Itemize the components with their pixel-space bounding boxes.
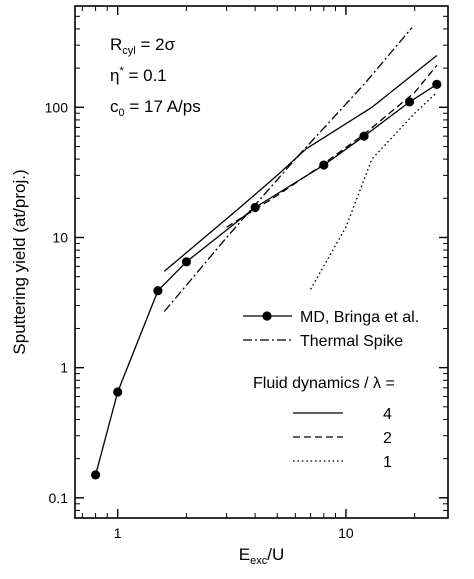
y-tick-label: 0.1	[49, 490, 69, 506]
data-point	[404, 97, 415, 107]
series-line-dashed	[226, 64, 438, 228]
series-line-dashdot	[163, 27, 413, 312]
series-line-dotted	[310, 92, 438, 290]
parameter-annotations: Rcyl = 2σ η* = 0.1 c0 = 17 A/ps	[110, 35, 201, 119]
data-point	[181, 257, 192, 267]
y-tick-label: 1	[60, 360, 68, 376]
annotation-line: c0 = 17 A/ps	[110, 97, 201, 119]
axes	[74, 5, 449, 519]
legend-label-thermal-spike: Thermal Spike	[300, 333, 403, 350]
legend: MD, Bringa et al. Thermal Spike Fluid dyna…	[243, 309, 419, 471]
axis-ticks: 0.1 1 10 100 1 10	[45, 5, 448, 541]
legend-label-lambda-2: 2	[383, 430, 392, 447]
series-line-solid	[163, 54, 438, 272]
legend-title: Fluid dynamics / λ =	[253, 375, 395, 392]
data-point	[113, 387, 123, 397]
legend-marker-md	[262, 311, 272, 321]
plot-frame	[74, 5, 449, 519]
data-point	[432, 79, 442, 89]
data-point	[90, 470, 101, 480]
legend-label-lambda-4: 4	[383, 406, 392, 423]
data-point	[359, 131, 369, 141]
y-tick-label: 10	[52, 229, 68, 245]
data-point	[153, 286, 163, 296]
legend-label-lambda-1: 1	[383, 454, 392, 471]
annotation-line: η* = 0.1	[110, 65, 167, 85]
plot-series	[90, 27, 442, 480]
x-tick-label: 1	[114, 525, 122, 541]
x-axis-label: Eexc/U	[239, 545, 284, 567]
legend-label-md: MD, Bringa et al.	[300, 309, 419, 326]
y-axis-label: Sputtering yield (at/proj.)	[10, 169, 29, 354]
axis-labels: Eexc/U Sputtering yield (at/proj.)	[10, 169, 284, 567]
y-tick-label: 100	[45, 99, 69, 115]
annotation-line: Rcyl = 2σ	[110, 35, 176, 57]
data-point	[250, 202, 260, 213]
x-tick-label: 10	[338, 525, 354, 541]
data-point	[319, 160, 329, 170]
